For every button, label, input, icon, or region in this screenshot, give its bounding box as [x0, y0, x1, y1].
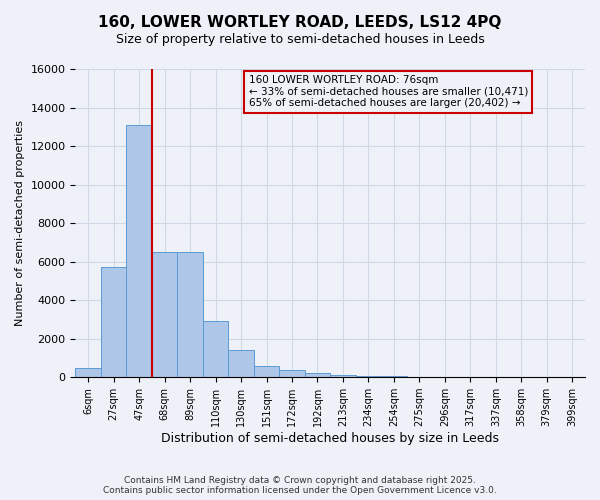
Bar [101, 268, 127, 377]
Text: Contains HM Land Registry data © Crown copyright and database right 2025.
Contai: Contains HM Land Registry data © Crown c… [103, 476, 497, 495]
Bar [228, 350, 254, 377]
Bar [381, 376, 407, 377]
Bar [127, 125, 152, 377]
Bar [152, 252, 178, 377]
Text: Size of property relative to semi-detached houses in Leeds: Size of property relative to semi-detach… [116, 32, 484, 46]
Bar [356, 376, 381, 377]
Bar [178, 252, 203, 377]
Text: 160 LOWER WORTLEY ROAD: 76sqm
← 33% of semi-detached houses are smaller (10,471): 160 LOWER WORTLEY ROAD: 76sqm ← 33% of s… [248, 75, 528, 108]
Bar [76, 368, 101, 377]
Bar [279, 370, 305, 377]
Bar [254, 366, 279, 377]
Text: 160, LOWER WORTLEY ROAD, LEEDS, LS12 4PQ: 160, LOWER WORTLEY ROAD, LEEDS, LS12 4PQ [98, 15, 502, 30]
Bar [203, 322, 228, 377]
X-axis label: Distribution of semi-detached houses by size in Leeds: Distribution of semi-detached houses by … [161, 432, 499, 445]
Bar [305, 374, 330, 377]
Bar [330, 376, 356, 377]
Y-axis label: Number of semi-detached properties: Number of semi-detached properties [15, 120, 25, 326]
